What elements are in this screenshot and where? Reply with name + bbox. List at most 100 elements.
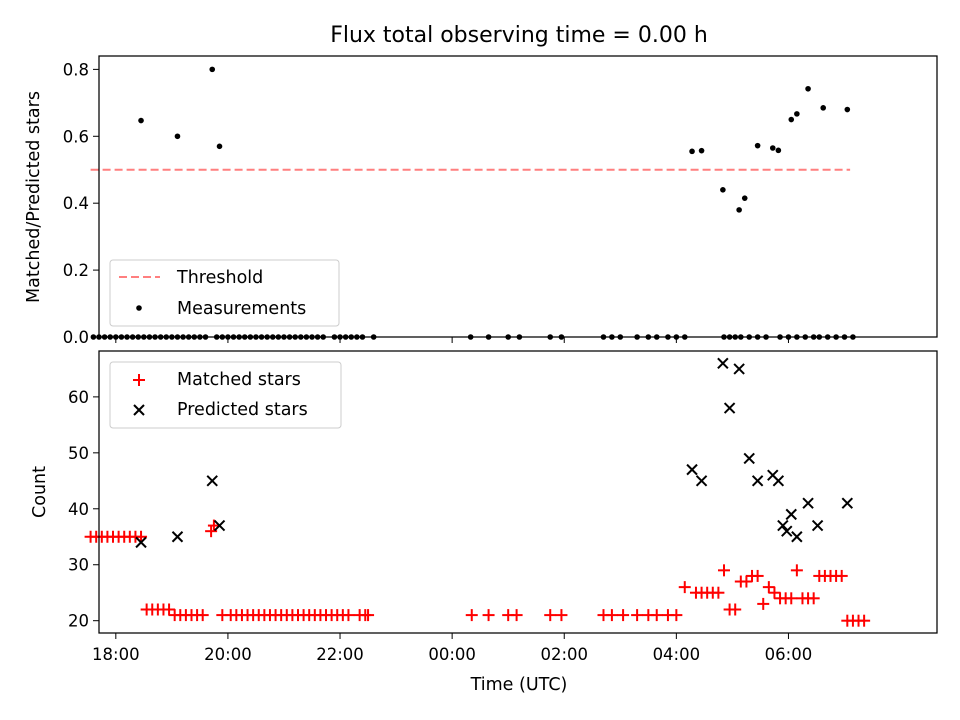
predicted-star-stroke: [213, 519, 226, 532]
predicted-star-stroke: [686, 463, 698, 476]
predicted-star-point: [171, 531, 184, 543]
bottom-x-tick-label: 02:00: [540, 645, 588, 664]
predicted-star-point: [802, 497, 814, 509]
predicted-star-point: [213, 519, 226, 532]
predicted-star-point: [717, 357, 729, 370]
predicted-star-stroke: [802, 497, 814, 509]
matched-star-point: [631, 609, 644, 622]
measurement-point: [844, 106, 851, 113]
predicted-star-point: [772, 475, 785, 487]
matched-star-point: [617, 609, 630, 622]
matched-star-point: [790, 564, 803, 577]
predicted-star-point: [791, 531, 803, 543]
top-y-tick-label: 0.4: [63, 194, 89, 213]
matched-star-point: [342, 609, 355, 622]
bottom-x-axis: 18:00 20:00 22:00 00:00 02:00 04:00 06:00: [92, 633, 812, 664]
predicted-star-point: [695, 475, 708, 487]
bottom-x-tick-label: 20:00: [204, 645, 252, 664]
matched-star-point: [465, 609, 478, 622]
measurement-point: [689, 148, 695, 155]
measurement-point: [820, 105, 827, 111]
predicted-star-point: [206, 475, 218, 487]
matched-star-point: [605, 609, 618, 622]
predicted-star-point: [686, 463, 698, 476]
legend-matched-label: Matched stars: [177, 370, 301, 390]
matched-star-point: [362, 609, 375, 622]
bottom-y-tick-label: 40: [68, 500, 89, 519]
predicted-star-stroke: [791, 531, 803, 543]
predicted-star-stroke: [733, 363, 745, 375]
legend-threshold-label: Threshold: [176, 268, 263, 288]
bottom-y-tick-label: 30: [68, 556, 89, 575]
matched-star-point: [740, 575, 753, 588]
top-legend-frame: [109, 259, 340, 327]
top-y-axis: 0.0 0.2 0.4 0.6 0.8: [63, 60, 99, 347]
matched-star-point: [650, 609, 663, 622]
top-y-tick-label: 0.6: [63, 127, 89, 146]
measurement-point: [794, 111, 800, 117]
bottom-y-tick-label: 50: [68, 444, 89, 463]
bottom-panel: 20 30 40 50 60 18:00 20:00 22:00 00:00 02:00 04:0…: [30, 350, 938, 695]
matched-star-point: [807, 592, 820, 605]
predicted-star-point: [751, 475, 764, 487]
matched-star-point: [678, 581, 691, 594]
matched-star-point: [729, 603, 742, 616]
top-y-tick-label: 0.2: [63, 261, 89, 280]
matched-star-point: [482, 609, 495, 622]
predicted-star-stroke: [206, 475, 218, 487]
legend-predicted-label: Predicted stars: [177, 400, 308, 420]
matched-stars-layer: [84, 519, 871, 627]
matched-star-point: [762, 581, 775, 594]
chart-title: Flux total observing time = 0.00 h: [330, 23, 708, 48]
top-x-ticks: [115, 337, 789, 343]
predicted-star-stroke: [841, 497, 854, 509]
bottom-plot-frame: [98, 350, 938, 634]
predicted-stars-layer: [135, 357, 854, 549]
top-y-axis-label: Matched/Predicted stars: [24, 91, 44, 303]
measurement-points-layer: [90, 66, 856, 340]
predicted-star-point: [723, 402, 736, 414]
x-axis-label: Time (UTC): [470, 675, 568, 695]
matched-star-point: [751, 569, 764, 582]
top-y-tick-label: 0.0: [63, 328, 89, 347]
bottom-x-tick-label: 06:00: [765, 645, 813, 664]
measurement-point: [216, 143, 223, 150]
predicted-star-point: [743, 452, 755, 465]
matched-star-point: [544, 609, 557, 622]
predicted-star-stroke: [811, 519, 824, 532]
measurement-point: [174, 133, 181, 140]
bottom-y-axis: 20 30 40 50 60: [68, 388, 99, 631]
legend-matched-swatch: [133, 374, 145, 386]
predicted-star-point: [733, 363, 745, 375]
bottom-x-tick-label: 04:00: [653, 645, 701, 664]
top-y-tick-label: 0.8: [63, 60, 89, 79]
legend-measurements-label: Measurements: [177, 299, 306, 319]
legend-predicted-swatch: [133, 404, 145, 416]
measurement-point: [736, 207, 742, 213]
bottom-x-tick-label: 22:00: [316, 645, 364, 664]
matched-star-point: [835, 569, 848, 582]
predicted-star-stroke: [695, 475, 708, 487]
matched-star-point: [135, 530, 148, 543]
matched-star-point: [768, 586, 781, 599]
predicted-star-stroke: [751, 475, 764, 487]
bottom-y-tick-label: 20: [68, 612, 89, 631]
predicted-star-stroke: [767, 469, 779, 481]
predicted-star-stroke: [785, 508, 797, 521]
measurement-point: [805, 85, 811, 92]
predicted-star-point: [785, 508, 797, 521]
bottom-y-axis-label: Count: [30, 466, 50, 518]
predicted-star-stroke: [717, 357, 729, 370]
predicted-star-point: [781, 525, 793, 537]
measurement-point: [698, 147, 705, 154]
matched-star-point: [785, 592, 798, 605]
top-legend: Threshold Measurements: [109, 259, 340, 327]
bottom-legend: Matched stars Predicted stars: [109, 361, 342, 429]
predicted-star-stroke: [743, 452, 755, 465]
bottom-x-tick-label: 18:00: [92, 645, 140, 664]
matched-star-point: [670, 609, 683, 622]
measurement-point: [209, 66, 216, 73]
predicted-star-stroke: [723, 402, 736, 414]
matched-star-point: [205, 525, 218, 538]
